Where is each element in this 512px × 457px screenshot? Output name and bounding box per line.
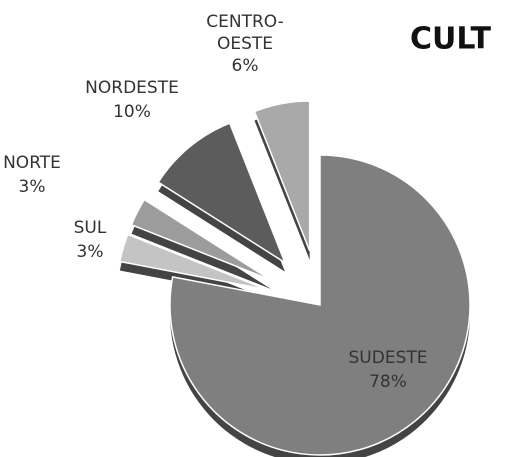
slice-value-label: 78% [369,372,407,392]
slice-category: CENTRO-OESTE [206,12,284,54]
slice-category: SUDESTE [349,348,428,368]
slice [118,233,268,291]
slice-category: NORTE [3,153,61,173]
slice [169,154,471,456]
slice-value-label: 10% [113,102,151,122]
slice-value-label: 3% [77,242,104,262]
slice [130,198,272,281]
slice-category: NORDESTE [85,78,179,98]
slice-value-label: 6% [232,56,259,76]
slice-category: SUL [74,218,107,238]
chart-title: CULT [410,22,492,57]
slice-value-label: 3% [19,177,46,197]
slice [157,122,287,265]
slice [253,100,311,252]
